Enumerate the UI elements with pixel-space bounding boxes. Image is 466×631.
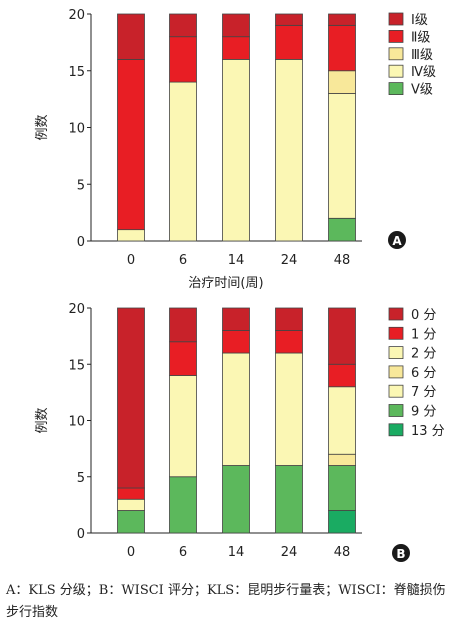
bar-segment bbox=[275, 352, 303, 466]
legend-label: Ⅰ级 bbox=[411, 13, 428, 28]
bar-segment bbox=[117, 307, 145, 489]
bar-segment bbox=[222, 330, 250, 354]
bar-segment bbox=[117, 13, 145, 60]
bar-segment bbox=[222, 465, 250, 534]
legend-label: 2 分 bbox=[411, 347, 436, 362]
bar-segment bbox=[275, 59, 303, 242]
legend-label: 1 分 bbox=[411, 327, 436, 342]
legend-swatch bbox=[388, 307, 404, 321]
bar-segment bbox=[275, 24, 303, 60]
bar-segment bbox=[275, 307, 303, 331]
x-axis-label: 治疗时间(周) bbox=[188, 276, 263, 291]
legend-swatch bbox=[388, 82, 404, 95]
legend-swatch bbox=[388, 326, 404, 340]
bar-segment bbox=[275, 13, 303, 26]
y-tick-label: 5 bbox=[77, 178, 85, 193]
bar-segment bbox=[169, 36, 197, 83]
y-tick-label: 5 bbox=[77, 471, 85, 486]
panel-badge bbox=[392, 544, 410, 562]
bar-segment bbox=[169, 341, 197, 376]
y-axis-label: 例数 bbox=[35, 114, 50, 140]
panel-label: A bbox=[392, 234, 402, 248]
panel-badge bbox=[388, 231, 406, 249]
legend-swatch bbox=[388, 384, 404, 398]
bar-segment bbox=[328, 453, 356, 466]
y-tick-label: 15 bbox=[68, 358, 85, 373]
y-tick-label: 15 bbox=[68, 65, 85, 80]
y-tick-label: 0 bbox=[77, 235, 85, 250]
figure-caption: A：KLS 分级；B：WISCI 评分；KLS：昆明步行量表；WISCI：脊髓损… bbox=[6, 583, 446, 620]
x-tick-label: 48 bbox=[334, 253, 351, 268]
bar-segment bbox=[222, 352, 250, 466]
bar-segment bbox=[275, 465, 303, 534]
x-tick-label: 14 bbox=[228, 545, 245, 560]
legend-label: Ⅴ级 bbox=[411, 83, 433, 98]
bar-segment bbox=[169, 307, 197, 343]
bar-segment bbox=[328, 93, 356, 219]
bar-segment bbox=[328, 24, 356, 72]
legend-swatch bbox=[388, 29, 404, 43]
bar-segment bbox=[328, 307, 356, 365]
bar-segment bbox=[169, 81, 197, 242]
legend-swatch bbox=[388, 64, 404, 78]
legend-swatch bbox=[388, 47, 404, 61]
bar-segment bbox=[169, 476, 197, 534]
y-tick-label: 0 bbox=[77, 527, 85, 542]
y-tick-label: 20 bbox=[68, 302, 85, 317]
bar-segment bbox=[275, 330, 303, 354]
bar-segment bbox=[117, 229, 145, 242]
bar-segment bbox=[117, 510, 145, 534]
legend-swatch bbox=[388, 365, 404, 379]
legend-label: 9 分 bbox=[411, 405, 436, 420]
y-tick-label: 10 bbox=[68, 122, 85, 137]
bar-segment bbox=[222, 13, 250, 38]
x-tick-label: 24 bbox=[281, 545, 298, 560]
legend-label: Ⅱ级 bbox=[411, 30, 430, 45]
bar-segment bbox=[222, 59, 250, 242]
x-tick-label: 6 bbox=[179, 545, 187, 560]
legend-swatch bbox=[388, 404, 404, 417]
y-tick-label: 20 bbox=[68, 8, 85, 23]
bar-segment bbox=[328, 386, 356, 455]
legend-label: 0 分 bbox=[411, 308, 436, 323]
bar-segment bbox=[328, 510, 356, 534]
bar-segment bbox=[117, 59, 145, 231]
panel-label: B bbox=[396, 547, 405, 561]
bar-segment bbox=[328, 70, 356, 94]
bar-segment bbox=[117, 487, 145, 500]
legend-swatch bbox=[388, 423, 404, 437]
bar-segment bbox=[222, 307, 250, 331]
bar-segment bbox=[328, 13, 356, 26]
x-tick-label: 6 bbox=[179, 253, 187, 268]
y-axis-label: 例数 bbox=[35, 407, 50, 433]
x-tick-label: 0 bbox=[127, 253, 135, 268]
y-tick-label: 10 bbox=[68, 415, 85, 430]
x-tick-label: 0 bbox=[127, 545, 135, 560]
legend-label: Ⅲ级 bbox=[411, 48, 433, 63]
legend-swatch bbox=[388, 346, 404, 360]
legend-label: 6 分 bbox=[411, 366, 436, 381]
bar-segment bbox=[328, 465, 356, 511]
legend-label: Ⅳ级 bbox=[411, 65, 436, 80]
bar-segment bbox=[169, 375, 197, 478]
bar-segment bbox=[222, 36, 250, 60]
x-tick-label: 48 bbox=[334, 545, 351, 560]
bar-segment bbox=[328, 363, 356, 388]
chart-panel-B: 0 5 10 15 20 0 6 14 24 48 例数 0 分 1 分 2 分 6 分 7 分 9 分 13 分… bbox=[35, 302, 445, 562]
x-tick-label: 24 bbox=[281, 253, 298, 268]
x-tick-label: 14 bbox=[228, 253, 245, 268]
legend-swatch bbox=[388, 12, 404, 26]
bar-segment bbox=[328, 217, 356, 242]
legend-label: 7 分 bbox=[411, 385, 436, 400]
bar-segment bbox=[117, 498, 145, 511]
legend-label: 13 分 bbox=[411, 424, 445, 439]
bar-segment bbox=[169, 13, 197, 38]
